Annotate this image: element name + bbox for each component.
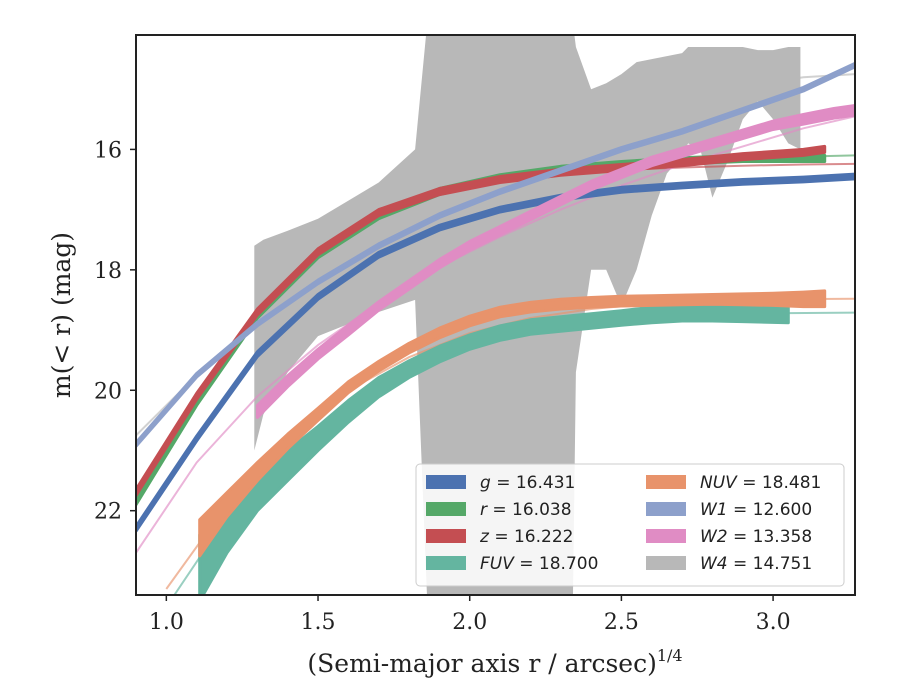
legend: g = 16.431 r = 16.038 z = 16.222 FUV = 18.7… [415,463,845,587]
series-g-profile [136,172,855,533]
x-tick-label: 1.0 [149,610,184,635]
legend-label-w4: W4 = 14.751 [700,554,812,574]
x-tick-label: 2.0 [452,610,487,635]
y-tick-label: 20 [94,379,122,404]
series-w4-band [254,35,801,595]
legend-swatch-g [426,475,466,489]
series-w2-model-line [136,115,855,554]
legend-label-z: z = 16.222 [479,527,573,547]
series-nuv-profile [198,289,827,558]
legend-label-fuv: FUV = 18.700 [480,554,598,574]
legend-swatch-z [426,529,466,543]
legend-label-r: r = 16.038 [480,500,572,520]
legend-label-w1: W1 = 12.600 [700,500,812,520]
legend-box [415,463,845,587]
x-tick-label: 3.0 [756,610,791,635]
legend-swatch-w2 [646,529,686,543]
legend-swatch-nuv [646,475,686,489]
x-axis-title: (Semi-major axis r / arcsec)1/4 [307,646,682,678]
y-tick-label: 18 [94,259,122,284]
axis-ticks: 1.0 1.5 2.0 2.5 3.0 16 18 20 22 [94,138,791,635]
plot-frame [135,34,856,596]
plot-area [136,35,855,595]
legend-swatch-r [426,502,466,516]
y-tick-label: 22 [94,500,122,525]
legend-label-w2: W2 = 13.358 [700,527,812,547]
legend-swatch-w1 [646,502,686,516]
series-fuv-profile [198,303,790,595]
legend-swatch-w4 [646,556,686,570]
series-w1-profile [136,61,855,448]
y-tick-label: 16 [94,138,122,163]
legend-label-nuv: NUV = 18.481 [700,473,821,493]
legend-swatch-fuv [426,556,466,570]
series-z-profile [136,144,827,498]
y-axis-title: m(< r) (mag) [47,232,76,398]
x-tick-label: 2.5 [604,610,639,635]
legend-label-g: g = 16.431 [480,473,575,493]
series-w2-profile [255,104,855,419]
x-tick-label: 1.5 [301,610,336,635]
